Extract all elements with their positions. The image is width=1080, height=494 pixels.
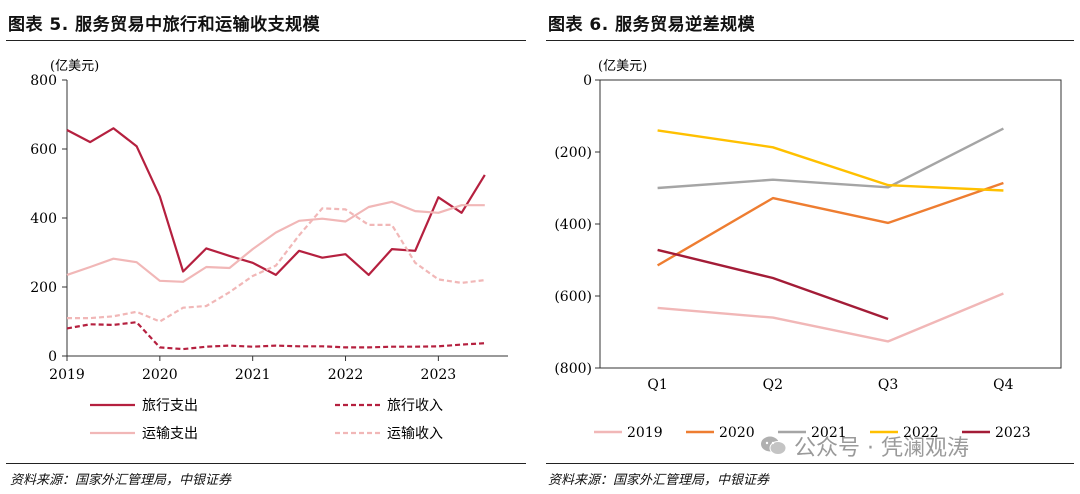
y-tick-label: 600 [30, 142, 57, 158]
right-source-rule [546, 463, 1074, 464]
left-line-chart: (亿美元) 0 200 400 600 800 2019 2020 2021 2022 2023 旅行… [30, 59, 508, 442]
x-tick-label: 2021 [235, 367, 271, 383]
y-axis-unit-label: (亿美元) [50, 59, 99, 74]
x-tick-label: 2019 [49, 367, 85, 383]
series-line-1 [66, 321, 485, 351]
legend-label-2019: 2019 [627, 425, 663, 441]
legend-label-2022: 2022 [903, 425, 939, 441]
y-tick-label: 400 [30, 211, 57, 227]
series-line-2020 [656, 181, 1004, 267]
series-line-2021 [657, 127, 1004, 190]
right-title-rule [546, 40, 1074, 41]
y-tick-label: 200 [30, 280, 57, 296]
x-tick-label: Q1 [647, 377, 667, 393]
left-title-rule [6, 40, 526, 41]
legend-label-2023: 2023 [995, 425, 1031, 441]
x-tick-label: Q3 [878, 377, 898, 393]
legend-label-3: 运输收入 [387, 426, 443, 442]
legend-label-2020: 2020 [719, 425, 755, 441]
y-tick-label: (400) [554, 217, 592, 233]
y-tick-label: 800 [30, 73, 57, 89]
y-tick-label: (800) [554, 361, 592, 377]
y-tick-label: 0 [48, 349, 57, 365]
right-panel-title: 图表 6. 服务贸易逆差规模 [548, 15, 756, 35]
x-tick-label: Q4 [993, 377, 1013, 393]
series-line-2019 [657, 292, 1004, 343]
y-tick-label: (600) [554, 289, 592, 305]
wechat-icon [761, 436, 787, 455]
series-line-3 [67, 207, 485, 323]
left-source-note: 资料来源：国家外汇管理局，中银证券 [10, 473, 232, 488]
x-tick-label: 2020 [142, 367, 178, 383]
series-line-2023 [657, 248, 889, 321]
right-line-chart: (亿美元) 0 (200) (400) (600) (800) Q1 Q2 Q3 Q4 2019 20… [554, 59, 1062, 441]
series-line-2 [66, 200, 485, 283]
plot-frame [599, 79, 1062, 369]
watermark-text: 公众号 · 凭澜观涛 [794, 436, 969, 461]
left-panel-title: 图表 5. 服务贸易中旅行和运输收支规模 [8, 15, 321, 35]
legend-label-2: 运输支出 [142, 426, 198, 442]
x-tick-label: 2023 [421, 367, 457, 383]
series-line-2022 [657, 129, 1004, 192]
y-tick-label: 0 [583, 73, 592, 89]
watermark: 公众号 · 凭澜观涛 [760, 430, 969, 462]
left-source-rule [6, 463, 526, 464]
x-tick-label: 2022 [328, 367, 364, 383]
x-tick-label: Q2 [763, 377, 783, 393]
y-tick-label: (200) [554, 145, 592, 161]
legend-label-2021: 2021 [811, 425, 847, 441]
right-source-note: 资料来源：国家外汇管理局，中银证券 [548, 473, 770, 488]
legend-label-0: 旅行支出 [142, 398, 198, 414]
y-axis-unit-label: (亿美元) [598, 59, 647, 74]
series-line-0 [66, 127, 486, 276]
legend-label-1: 旅行收入 [387, 398, 443, 414]
